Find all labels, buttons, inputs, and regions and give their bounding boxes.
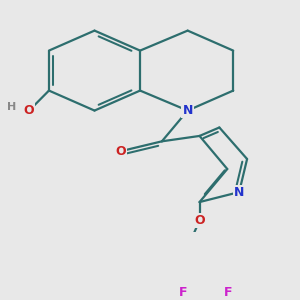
Text: F: F <box>224 286 232 298</box>
Text: F: F <box>178 286 187 298</box>
Text: O: O <box>24 104 34 117</box>
Text: N: N <box>182 104 193 117</box>
Text: H: H <box>7 103 16 112</box>
Text: N: N <box>234 186 244 199</box>
Text: O: O <box>115 145 126 158</box>
Text: O: O <box>194 214 205 227</box>
